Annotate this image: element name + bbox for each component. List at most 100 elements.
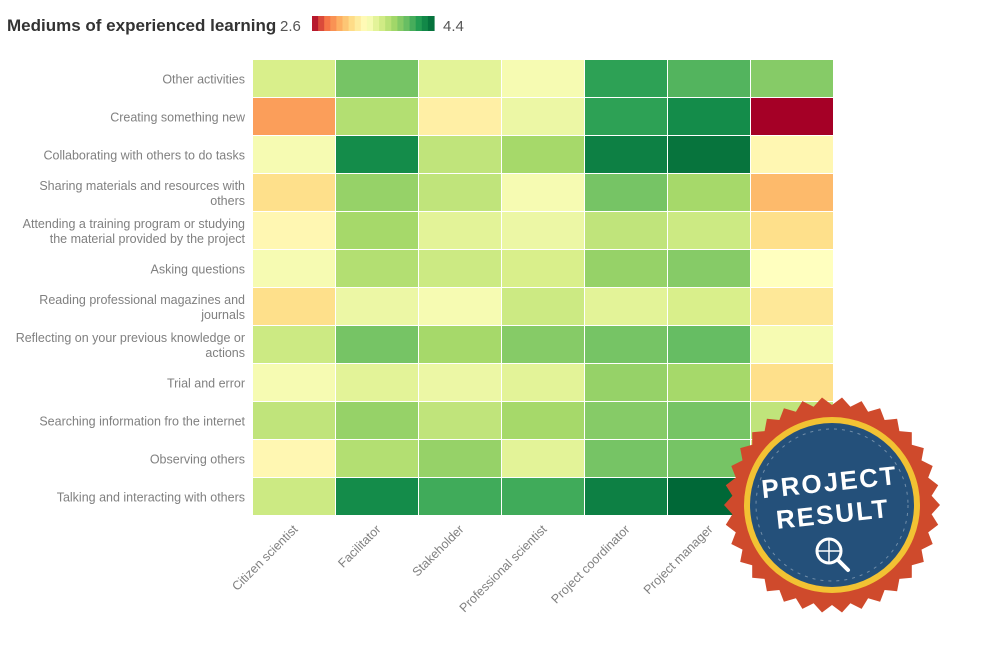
row-label: actions <box>205 346 245 360</box>
row-label: Observing others <box>150 453 245 467</box>
legend-swatch <box>324 16 331 31</box>
magnifier-globe-icon <box>815 537 850 572</box>
heatmap-cell <box>253 288 335 325</box>
row-label: Other activities <box>162 73 245 87</box>
column-label: Project manager <box>641 522 716 597</box>
legend-swatch <box>318 16 325 31</box>
heatmap-cell <box>502 440 584 477</box>
heatmap-cell <box>751 98 833 135</box>
row-label: Trial and error <box>167 377 245 391</box>
heatmap-cell <box>668 402 750 439</box>
heatmap-cell <box>585 440 667 477</box>
heatmap-cell <box>751 136 833 173</box>
heatmap-cell <box>751 326 833 363</box>
heatmap-cell <box>419 288 501 325</box>
heatmap-cell <box>336 136 418 173</box>
heatmap-cell <box>336 478 418 515</box>
legend-swatch <box>397 16 405 31</box>
legend-swatch <box>421 16 429 31</box>
heatmap-cell <box>502 402 584 439</box>
heatmap-cell <box>419 440 501 477</box>
heatmap-cell <box>668 174 750 211</box>
heatmap-cell <box>751 60 833 97</box>
row-label: the material provided by the project <box>50 232 246 246</box>
row-labels: Other activities Creating something new Co… <box>16 73 246 505</box>
heatmap-cell <box>502 288 584 325</box>
row-label: Reading professional magazines and <box>39 293 245 307</box>
legend-swatch <box>403 16 411 31</box>
legend-swatch <box>427 16 435 31</box>
heatmap-cell <box>253 250 335 287</box>
heatmap-cell <box>336 98 418 135</box>
heatmap-cell <box>419 136 501 173</box>
legend-min-label: 2.6 <box>280 18 301 35</box>
heatmap-cell <box>336 250 418 287</box>
column-labels: Citizen scientist Facilitator StakeholderP… <box>229 522 715 615</box>
column-label: Stakeholder <box>410 522 467 579</box>
column-label: Professional scientist <box>457 522 550 615</box>
heatmap-cells <box>253 60 833 515</box>
heatmap-cell <box>502 478 584 515</box>
row-label: Attending a training program or studying <box>23 217 245 231</box>
heatmap-cell <box>585 60 667 97</box>
legend-swatch <box>373 16 380 31</box>
row-label: Asking questions <box>150 263 245 277</box>
heatmap-cell <box>668 288 750 325</box>
legend-swatch <box>348 16 356 31</box>
heatmap-cell <box>253 440 335 477</box>
heatmap-cell <box>751 364 833 401</box>
row-label: Creating something new <box>110 111 246 125</box>
heatmap-cell <box>419 174 501 211</box>
heatmap-cell <box>336 440 418 477</box>
heatmap-cell <box>419 212 501 249</box>
heatmap-cell <box>253 212 335 249</box>
heatmap-cell <box>253 174 335 211</box>
color-legend <box>312 16 435 31</box>
legend-swatch <box>354 16 362 31</box>
heatmap-cell <box>751 212 833 249</box>
heatmap-cell <box>585 174 667 211</box>
heatmap-cell <box>419 98 501 135</box>
heatmap-cell <box>585 402 667 439</box>
heatmap-cell <box>751 174 833 211</box>
heatmap-cell <box>336 60 418 97</box>
legend-swatch <box>409 16 417 31</box>
heatmap-cell <box>585 478 667 515</box>
heatmap-cell <box>502 250 584 287</box>
heatmap-cell <box>585 364 667 401</box>
column-label: Citizen scientist <box>229 522 301 594</box>
row-label: Searching information fro the internet <box>39 415 245 429</box>
heatmap-cell <box>419 478 501 515</box>
heatmap-cell <box>502 326 584 363</box>
legend-swatch <box>366 16 374 31</box>
heatmap-cell <box>336 326 418 363</box>
heatmap-cell <box>419 326 501 363</box>
row-label: others <box>210 194 245 208</box>
heatmap-cell <box>502 174 584 211</box>
heatmap-cell <box>751 250 833 287</box>
heatmap-cell <box>253 364 335 401</box>
row-label: Reflecting on your previous knowledge or <box>16 331 245 345</box>
heatmap-cell <box>419 250 501 287</box>
row-label: Talking and interacting with others <box>57 491 245 505</box>
heatmap-cell <box>253 478 335 515</box>
legend-max-label: 4.4 <box>443 18 464 35</box>
heatmap-cell <box>668 364 750 401</box>
heatmap-cell <box>419 60 501 97</box>
legend-swatch <box>385 16 392 31</box>
heatmap-cell <box>668 250 750 287</box>
heatmap-cell <box>502 364 584 401</box>
heatmap-cell <box>751 288 833 325</box>
legend-swatch <box>330 16 337 31</box>
heatmap-cell <box>668 212 750 249</box>
legend-swatch <box>336 16 344 31</box>
heatmap-cell <box>502 212 584 249</box>
heatmap-cell <box>336 364 418 401</box>
legend-swatch <box>312 16 319 31</box>
badge-inner <box>750 423 914 587</box>
heatmap-cell <box>336 212 418 249</box>
heatmap-cell <box>585 212 667 249</box>
heatmap-cell <box>253 326 335 363</box>
row-label: journals <box>200 308 245 322</box>
